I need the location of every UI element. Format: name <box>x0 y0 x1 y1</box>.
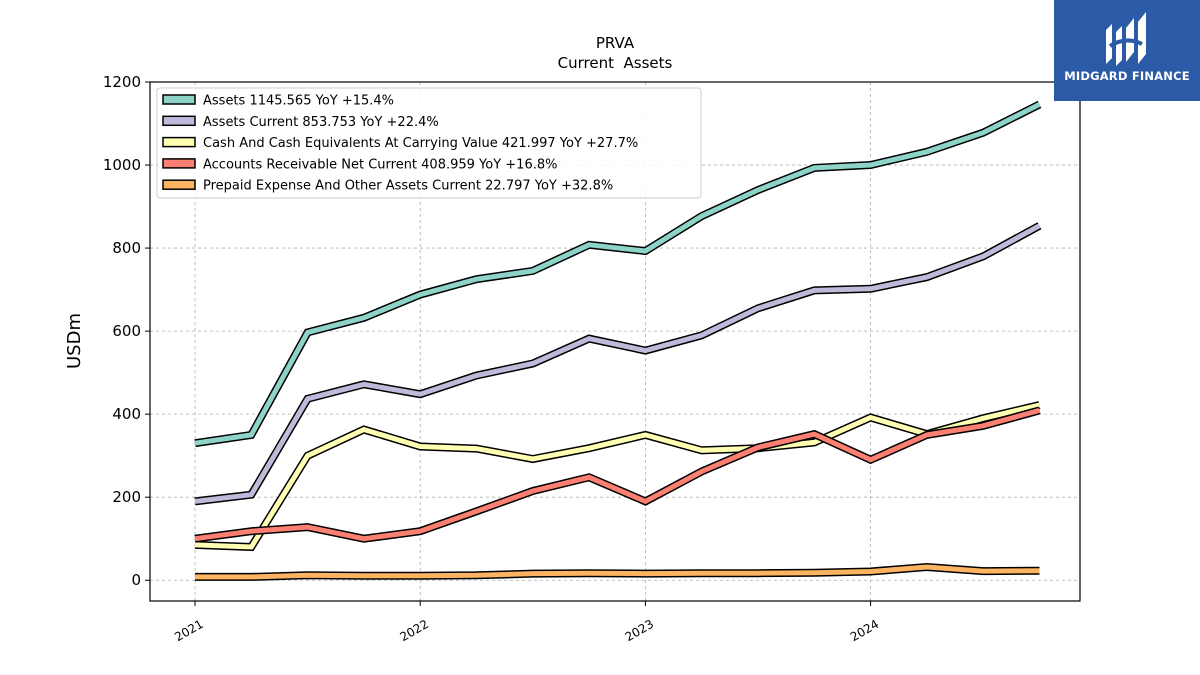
series-outline <box>194 222 1042 506</box>
legend-entry: Cash And Cash Equivalents At Carrying Va… <box>203 136 638 151</box>
series-0 <box>194 100 1042 448</box>
legend-entry: Accounts Receivable Net Current 408.959 … <box>203 157 558 172</box>
series-outline <box>194 401 1041 552</box>
y-axis-label: USDm <box>64 313 85 369</box>
legend-entry: Assets Current 853.753 YoY +22.4% <box>203 115 439 130</box>
y-tick-label: 600 <box>112 322 141 340</box>
y-tick-label: 200 <box>112 488 141 506</box>
x-tick-label: 2021 <box>172 617 205 644</box>
series-2 <box>194 401 1041 552</box>
x-tick-label: 2023 <box>623 617 656 644</box>
y-tick-label: 1200 <box>103 73 141 91</box>
y-axis: 0 200 400 600 800 1000 1200 <box>103 73 150 589</box>
y-tick-label: 0 <box>131 571 141 589</box>
plot-frame <box>149 81 1081 602</box>
legend-swatch <box>162 115 196 127</box>
series-line <box>194 223 1041 504</box>
series-line <box>194 407 1041 542</box>
legend-swatch <box>162 94 196 105</box>
legend-swatch <box>162 179 196 190</box>
legend-box <box>156 87 702 199</box>
x-tick-label: 2024 <box>848 617 881 644</box>
y-tick-label: 800 <box>112 239 141 257</box>
legend-swatch <box>162 136 196 148</box>
midgard-m-logo-icon <box>1106 12 1146 66</box>
x-axis: 2021 2022 2023 2024 <box>172 601 881 644</box>
series-line <box>194 402 1041 550</box>
chart-subtitle: Current Assets <box>558 54 673 72</box>
y-tick-label: 400 <box>112 405 141 423</box>
chart-title: PRVA <box>596 34 635 52</box>
legend-swatch <box>162 158 196 169</box>
legend-entry: Assets 1145.565 YoY +15.4% <box>203 94 394 109</box>
series-3 <box>194 406 1041 543</box>
series-line <box>195 564 1040 580</box>
legend: Assets 1145.565 YoY +15.4% Assets Current… <box>156 87 702 199</box>
series-4 <box>195 562 1040 581</box>
y-tick-label: 1000 <box>103 156 141 174</box>
series-1 <box>194 222 1042 506</box>
brand-logo: MIDGARD FINANCE <box>1054 0 1200 101</box>
legend-entry: Prepaid Expense And Other Assets Current… <box>203 179 613 194</box>
series-line <box>194 102 1041 446</box>
brand-name: MIDGARD FINANCE <box>1064 69 1190 83</box>
series-lines <box>194 100 1042 581</box>
x-tick-label: 2022 <box>397 617 430 644</box>
